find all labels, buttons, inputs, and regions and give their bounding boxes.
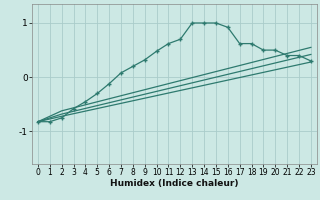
X-axis label: Humidex (Indice chaleur): Humidex (Indice chaleur) (110, 179, 239, 188)
